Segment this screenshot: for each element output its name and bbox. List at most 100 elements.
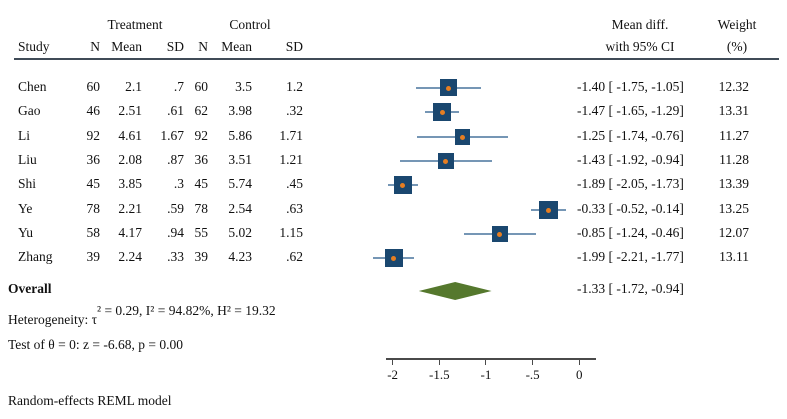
study-name: Zhang [18, 249, 53, 264]
treatment-sd: .7 [173, 79, 184, 94]
study-name: Ye [18, 201, 33, 216]
treatment-mean: 2.1 [125, 79, 142, 94]
test-note: Test of θ = 0: z = -6.68, p = 0.00 [8, 337, 183, 352]
mean-diff-ci: -1.99 [ -2.21, -1.77] [577, 249, 684, 264]
control-n: 92 [194, 128, 209, 143]
meandiff-header-line1: Mean diff. [611, 17, 669, 32]
meandiff-header-line2: with 95% CI [605, 39, 675, 54]
effect-point [497, 231, 503, 237]
treatment-sd: .33 [167, 249, 184, 264]
effect-point [443, 158, 449, 164]
overall-row: Overall -1.33 [ -1.72, -0.94] [0, 280, 787, 298]
header-rule [14, 58, 779, 60]
weight-value: 13.11 [719, 249, 749, 264]
control-n: 78 [194, 201, 209, 216]
control-n: 45 [194, 176, 209, 191]
treatment-n: 45 [86, 176, 101, 191]
model-note: Random-effects REML model [8, 393, 172, 408]
control-mean: 5.74 [228, 176, 252, 191]
axis-tick [532, 359, 534, 365]
weight-header-line2: (%) [726, 39, 748, 54]
table-row: Gao 46 2.51 .61 62 3.98 .32 -1.47 [ -1.6… [0, 102, 787, 120]
weight-value: 13.39 [718, 176, 749, 191]
treatment-n: 36 [86, 152, 101, 167]
control-n: 62 [194, 103, 209, 118]
table-row: Yu 58 4.17 .94 55 5.02 1.15 -0.85 [ -1.2… [0, 224, 787, 242]
heterogeneity-note: Heterogeneity: τ² = 0.29, I² = 94.82%, H… [8, 303, 276, 329]
table-row: Ye 78 2.21 .59 78 2.54 .63 -0.33 [ -0.52… [0, 200, 787, 218]
study-column-header: Study [18, 39, 50, 54]
control-sd: 1.2 [286, 79, 303, 94]
control-mean: 5.86 [228, 128, 252, 143]
overall-label: Overall [8, 281, 52, 296]
control-mean: 3.5 [235, 79, 252, 94]
mean-diff-ci: -0.33 [ -0.52, -0.14] [577, 201, 684, 216]
axis-tick [578, 359, 580, 365]
control-sd: .32 [286, 103, 303, 118]
control-n: 55 [194, 225, 209, 240]
control-n: 60 [194, 79, 209, 94]
weight-value: 13.31 [718, 103, 749, 118]
axis-tick-label: -1.5 [428, 367, 450, 382]
control-mean: 3.51 [228, 152, 252, 167]
study-name: Shi [18, 176, 37, 191]
treatment-mean: 4.17 [118, 225, 142, 240]
header-group-row: Treatment Control Mean diff. Weight [0, 16, 787, 34]
study-name: Li [18, 128, 30, 143]
treatment-n: 60 [86, 79, 101, 94]
weight-header-line1: Weight [717, 17, 757, 32]
study-name: Chen [18, 79, 47, 94]
axis-tick [392, 359, 394, 365]
effect-point [446, 85, 452, 91]
treatment-sd: 1.67 [160, 128, 184, 143]
treatment-sd: .94 [167, 225, 184, 240]
weight-value: 12.32 [718, 79, 749, 94]
heterogeneity-stats: ² = 0.29, I² = 94.82%, H² = 19.32 [97, 303, 276, 318]
control-mean-header: Mean [221, 39, 252, 54]
mean-diff-ci: -1.89 [ -2.05, -1.73] [577, 176, 684, 191]
effect-point [460, 134, 466, 140]
treatment-sd: .59 [167, 201, 184, 216]
weight-value: 13.25 [718, 201, 749, 216]
control-mean: 2.54 [228, 201, 252, 216]
treatment-sd: .3 [173, 176, 184, 191]
mean-diff-ci: -1.25 [ -1.74, -0.76] [577, 128, 684, 143]
treatment-n: 78 [86, 201, 101, 216]
treatment-n-header: N [90, 39, 100, 54]
overall-ci: -1.33 [ -1.72, -0.94] [577, 281, 684, 296]
weight-value: 11.27 [719, 128, 749, 143]
overall-diamond [418, 282, 492, 300]
mean-diff-ci: -1.47 [ -1.65, -1.29] [577, 103, 684, 118]
study-name: Gao [18, 103, 41, 118]
treatment-group-header: Treatment [107, 17, 163, 32]
treatment-mean: 4.61 [118, 128, 142, 143]
control-sd: 1.71 [279, 128, 303, 143]
control-sd: 1.15 [279, 225, 303, 240]
treatment-mean: 3.85 [118, 176, 142, 191]
control-n: 36 [194, 152, 209, 167]
treatment-sd: .87 [167, 152, 184, 167]
axis-tick-label: -1 [480, 367, 492, 382]
treatment-mean: 2.21 [118, 201, 142, 216]
effect-point [400, 182, 406, 188]
axis-tick [438, 359, 440, 365]
control-sd: .63 [286, 201, 303, 216]
effect-point [439, 109, 445, 115]
weight-value: 11.28 [719, 152, 749, 167]
treatment-n: 92 [86, 128, 101, 143]
treatment-n: 39 [86, 249, 101, 264]
axis-tick-label: -.5 [525, 367, 540, 382]
control-sd: 1.21 [279, 152, 303, 167]
control-mean: 4.23 [228, 249, 252, 264]
effect-point [391, 255, 397, 261]
table-row: Chen 60 2.1 .7 60 3.5 1.2 -1.40 [ -1.75,… [0, 78, 787, 96]
treatment-mean-header: Mean [111, 39, 142, 54]
control-mean: 5.02 [228, 225, 252, 240]
table-row: Shi 45 3.85 .3 45 5.74 .45 -1.89 [ -2.05… [0, 175, 787, 193]
control-n-header: N [198, 39, 208, 54]
mean-diff-ci: -1.40 [ -1.75, -1.05] [577, 79, 684, 94]
table-row: Li 92 4.61 1.67 92 5.86 1.71 -1.25 [ -1.… [0, 127, 787, 145]
x-axis-line [386, 358, 596, 360]
study-name: Yu [18, 225, 34, 240]
